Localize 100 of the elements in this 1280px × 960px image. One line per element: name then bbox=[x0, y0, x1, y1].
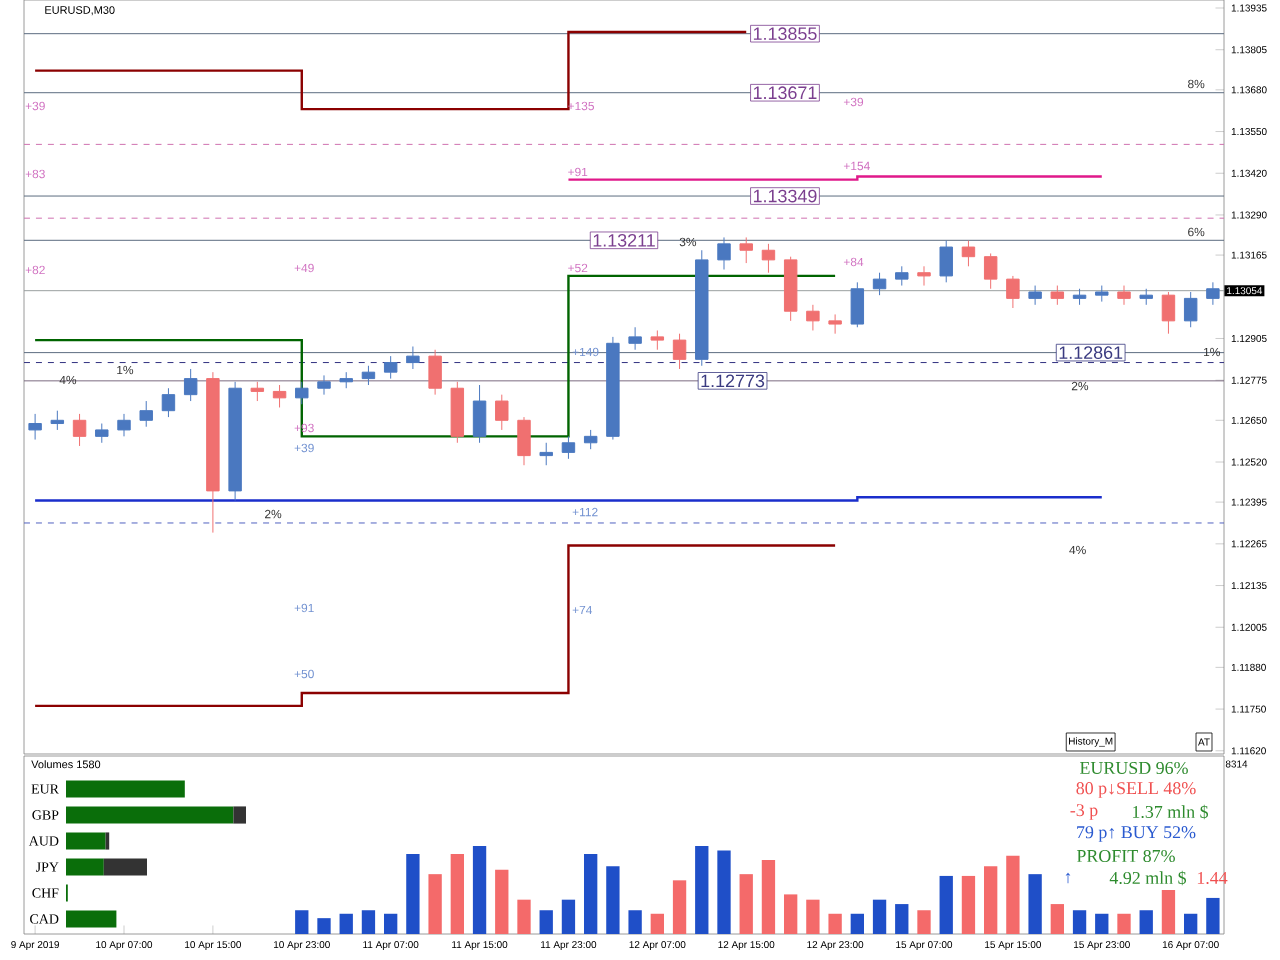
bar bbox=[406, 853, 420, 934]
candlestick bbox=[1072, 288, 1087, 306]
candlestick bbox=[917, 265, 931, 287]
candlestick bbox=[95, 423, 109, 444]
candlestick bbox=[983, 252, 998, 290]
candlestick bbox=[539, 442, 553, 466]
candlestick bbox=[161, 387, 176, 418]
bar bbox=[428, 874, 442, 934]
candlestick bbox=[672, 333, 687, 370]
bar bbox=[66, 780, 185, 798]
candlestick bbox=[1161, 291, 1176, 335]
candlestick bbox=[806, 304, 820, 331]
candlestick bbox=[428, 349, 442, 396]
candlestick bbox=[1050, 285, 1065, 306]
ref-line-label: 1.13349 bbox=[753, 189, 817, 203]
ref-line-label: 1.12861 bbox=[1059, 346, 1123, 359]
bar bbox=[1117, 913, 1131, 934]
bar bbox=[1206, 897, 1220, 934]
bar bbox=[961, 875, 976, 934]
bar bbox=[850, 913, 864, 934]
bar bbox=[66, 858, 104, 876]
candlestick bbox=[717, 236, 731, 271]
candlestick bbox=[495, 394, 509, 431]
bar bbox=[339, 913, 353, 934]
candlestick bbox=[472, 384, 487, 444]
bar bbox=[739, 874, 753, 934]
candlestick bbox=[583, 429, 598, 450]
candlestick bbox=[228, 381, 242, 502]
text: 80 p↓SELL 48% bbox=[1076, 782, 1196, 798]
candlestick bbox=[1139, 288, 1153, 306]
candlestick bbox=[606, 336, 620, 441]
bar bbox=[317, 918, 331, 934]
candlestick bbox=[1028, 285, 1042, 306]
candlestick bbox=[206, 371, 220, 534]
candlestick bbox=[406, 346, 420, 370]
bar bbox=[784, 894, 798, 934]
text: -3 p bbox=[1070, 804, 1098, 820]
candlestick bbox=[1117, 285, 1131, 306]
candlestick bbox=[872, 272, 887, 296]
candlestick bbox=[783, 256, 798, 322]
candlestick bbox=[317, 374, 331, 396]
candlestick bbox=[72, 413, 87, 447]
text: 79 p↑ BUY 52% bbox=[1077, 826, 1196, 842]
candlestick bbox=[961, 240, 976, 267]
bar bbox=[939, 875, 953, 934]
bar bbox=[1095, 913, 1109, 934]
bar bbox=[650, 913, 664, 934]
text: EURUSD 96% bbox=[1079, 761, 1188, 775]
candlestick bbox=[828, 313, 842, 335]
candlestick bbox=[1183, 291, 1198, 328]
bar bbox=[561, 899, 576, 934]
bar bbox=[717, 850, 731, 934]
ref-line-label: 1.13671 bbox=[753, 86, 817, 100]
candlestick bbox=[250, 381, 265, 402]
bar bbox=[984, 866, 998, 934]
candlestick bbox=[339, 371, 353, 389]
bar bbox=[450, 853, 464, 934]
bar bbox=[761, 860, 776, 934]
ref-line-label: 1.13211 bbox=[593, 233, 655, 247]
bar bbox=[917, 910, 931, 934]
candlestick bbox=[139, 400, 153, 428]
candlestick bbox=[1206, 281, 1220, 306]
bar bbox=[66, 910, 117, 928]
candlestick bbox=[383, 355, 398, 380]
bar bbox=[695, 846, 709, 934]
bar bbox=[1028, 874, 1042, 934]
candlestick bbox=[739, 236, 753, 264]
candlestick bbox=[28, 413, 42, 441]
bar bbox=[672, 880, 687, 934]
bar bbox=[472, 846, 487, 934]
text: 1.37 mln $ bbox=[1132, 804, 1209, 820]
bar bbox=[895, 904, 909, 934]
candlestick bbox=[517, 416, 531, 466]
annotation: 4.92 mln $ bbox=[1109, 870, 1187, 886]
candlestick bbox=[695, 249, 709, 367]
candlestick bbox=[561, 435, 576, 460]
candlestick bbox=[117, 413, 131, 437]
bar bbox=[539, 910, 553, 934]
bar bbox=[295, 910, 309, 934]
bar bbox=[517, 899, 531, 934]
candlestick bbox=[183, 368, 198, 402]
candlestick bbox=[361, 365, 376, 386]
candlestick bbox=[628, 326, 642, 351]
candlestick bbox=[650, 329, 665, 351]
bar bbox=[66, 806, 234, 824]
bar bbox=[384, 913, 398, 934]
bar bbox=[1161, 890, 1176, 934]
bar bbox=[1139, 910, 1153, 934]
candlestick bbox=[761, 243, 776, 274]
bar bbox=[806, 899, 820, 934]
bar bbox=[872, 899, 887, 934]
annotation: PROFIT 87% bbox=[1076, 849, 1175, 863]
bar bbox=[103, 858, 147, 876]
bar bbox=[584, 853, 598, 934]
bar bbox=[361, 910, 376, 934]
candlestick bbox=[1006, 275, 1020, 309]
bar bbox=[606, 866, 620, 934]
bar bbox=[66, 832, 106, 850]
annotation: ↑ bbox=[1065, 872, 1071, 884]
bar bbox=[1050, 904, 1064, 934]
